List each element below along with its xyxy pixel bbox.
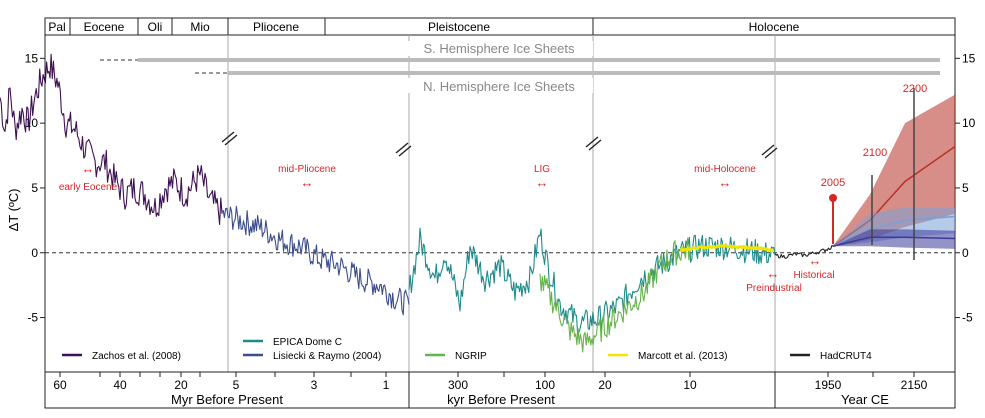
legend: EPICA Dome C Zachos et al. (2008) Lisiec…	[62, 337, 872, 362]
ice-sheet-label-north: N. Hemisphere Ice Sheets	[423, 79, 575, 94]
annotation-lig: LIG	[534, 164, 550, 175]
annotation-historical: Historical	[793, 270, 834, 281]
epoch-label: Pal	[48, 20, 65, 34]
y-tick-label: 15	[25, 51, 39, 65]
annotation-preindustrial: Preindustrial	[746, 283, 802, 294]
marker-2005: 2005	[821, 177, 845, 244]
legend-label: Zachos et al. (2008)	[92, 351, 181, 362]
x-tick-label: 40	[113, 378, 127, 392]
y-axis-label: ΔT (ºC)	[6, 189, 21, 232]
y-tick-label: 5	[31, 181, 38, 195]
epoch-label: Mio	[190, 20, 210, 34]
epoch-strip: Pal Eocene Oli Mio Pliocene Pleistocene …	[44, 17, 956, 36]
x-tick-label: 100	[535, 378, 555, 392]
y-tick-label: -5	[27, 311, 38, 325]
year-2005-label: 2005	[821, 177, 845, 189]
arrow-icon: ↔	[301, 175, 314, 190]
x-tick-label: 20	[598, 378, 612, 392]
y-tick-label: 15	[962, 51, 976, 65]
temperature-series	[0, 53, 834, 353]
x-tick-label: 20	[174, 378, 188, 392]
projection-band	[833, 229, 955, 249]
series-line	[774, 245, 834, 259]
x-tick-label: 2150	[901, 378, 928, 392]
series-line	[221, 205, 410, 316]
y-tick-label: 10	[962, 116, 976, 130]
axis-break-marks	[221, 131, 778, 159]
x-axis-label-year: Year CE	[841, 392, 889, 407]
arrow-icon: ↔	[719, 175, 732, 190]
ice-sheet-bars: S. Hemisphere Ice Sheets N. Hemisphere I…	[100, 41, 940, 94]
annotation-early-eocene: early Eocene	[59, 182, 118, 193]
period-annotations: ↔ early Eocene mid-Pliocene ↔ LIG ↔ mid-…	[59, 161, 835, 294]
annotation-mid-holocene: mid-Holocene	[694, 164, 756, 175]
x-tick-label: 60	[53, 378, 67, 392]
x-tick-label: 300	[448, 378, 468, 392]
projection-mean-line	[832, 236, 956, 248]
series-line	[679, 244, 774, 253]
year-2100-label: 2100	[863, 147, 887, 159]
x-tick-label: 10	[683, 378, 697, 392]
epoch-label: Oli	[148, 20, 163, 34]
y-tick-label: -5	[962, 311, 973, 325]
epoch-label: Holocene	[749, 20, 800, 34]
ice-sheet-label-south: S. Hemisphere Ice Sheets	[423, 41, 575, 56]
epoch-label: Pleistocene	[428, 20, 490, 34]
x-axis: 60 40 20 5 3 1 300 100 20 10 1950 2150 M…	[44, 371, 956, 409]
x-axis-label-myr: Myr Before Present	[171, 392, 283, 407]
series-line	[408, 227, 776, 335]
y-tick-label: 0	[962, 246, 969, 260]
x-axis-label-kyr: kyr Before Present	[447, 392, 555, 407]
arrow-icon: ↔	[82, 161, 95, 176]
series-line	[539, 237, 691, 353]
arrow-icon: ↔	[767, 266, 780, 281]
arrow-icon: ↔	[809, 253, 822, 268]
x-tick-label: 1950	[815, 378, 842, 392]
legend-label: Marcott et al. (2013)	[638, 351, 727, 362]
epoch-label: Pliocene	[253, 20, 299, 34]
x-tick-label: 5	[233, 378, 240, 392]
arrow-icon: ↔	[536, 175, 549, 190]
legend-label: NGRIP	[455, 351, 487, 362]
legend-label: Lisiecki & Raymo (2004)	[273, 351, 381, 362]
annotation-mid-pliocene: mid-Pliocene	[278, 164, 336, 175]
x-tick-label: 1	[383, 378, 390, 392]
epoch-label: Eocene	[84, 20, 125, 34]
x-tick-label: 3	[311, 378, 318, 392]
legend-label: HadCRUT4	[820, 351, 872, 362]
series-line	[0, 53, 223, 226]
y-axis-right: -5 0 5 10 15	[955, 51, 976, 325]
y-tick-label: 0	[31, 246, 38, 260]
projection-bands	[832, 94, 956, 249]
year-2200-label: 2200	[903, 83, 927, 95]
y-tick-label: 5	[962, 181, 969, 195]
legend-label: EPICA Dome C	[273, 337, 342, 348]
